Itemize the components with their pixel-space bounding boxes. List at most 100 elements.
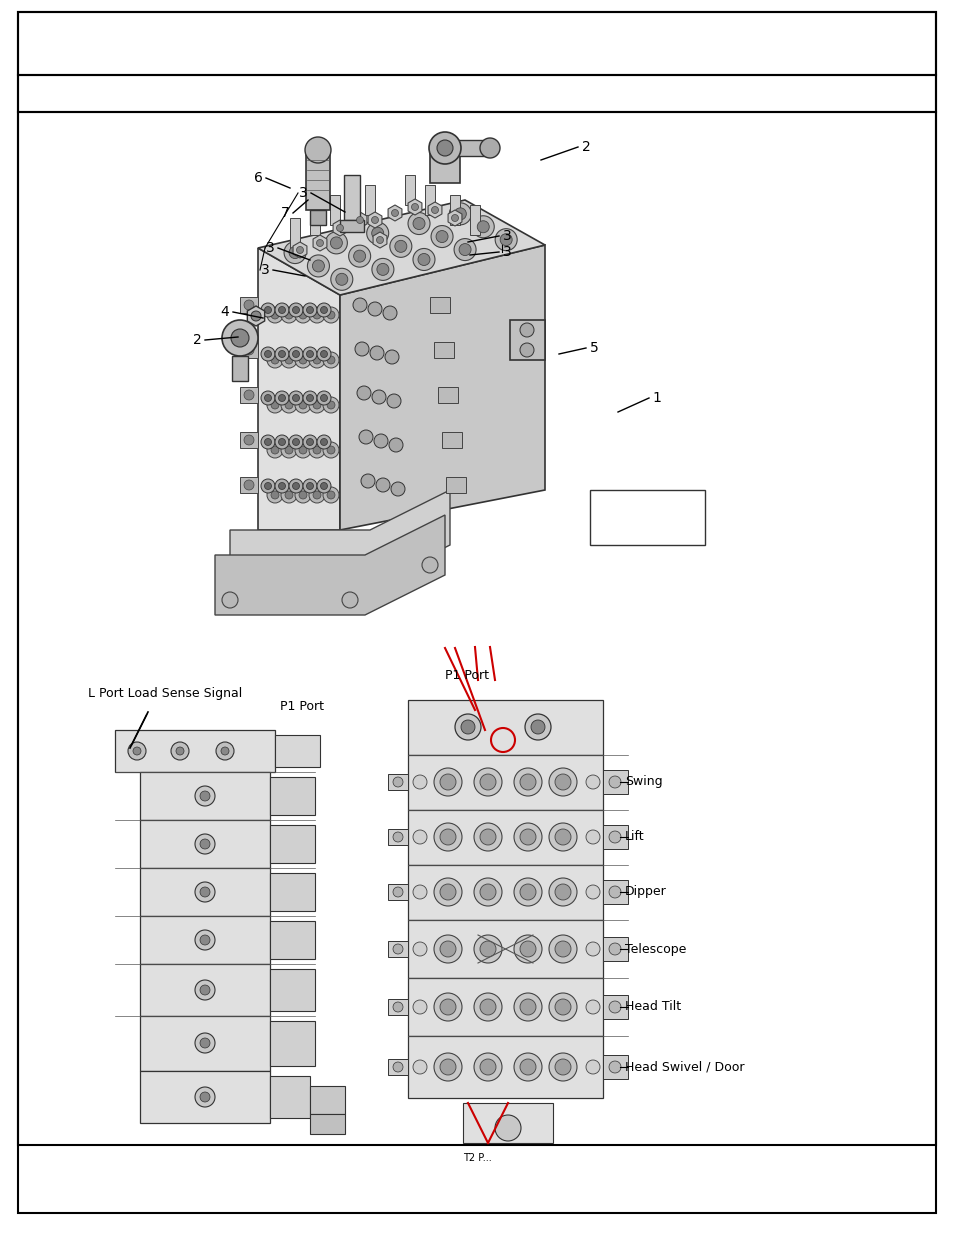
Circle shape: [175, 747, 184, 755]
Circle shape: [306, 394, 314, 401]
Bar: [602, 937, 627, 961]
Circle shape: [479, 941, 496, 957]
Circle shape: [284, 242, 306, 263]
Bar: [18, 112, 935, 1145]
Circle shape: [261, 479, 274, 493]
Circle shape: [274, 303, 289, 317]
Circle shape: [316, 435, 331, 450]
Bar: [240, 296, 257, 312]
Circle shape: [303, 479, 316, 493]
Circle shape: [479, 884, 496, 900]
Bar: [589, 490, 704, 545]
Circle shape: [355, 342, 369, 356]
Circle shape: [309, 396, 325, 412]
Circle shape: [278, 394, 285, 401]
Bar: [602, 1055, 627, 1079]
Circle shape: [132, 747, 141, 755]
Circle shape: [264, 438, 272, 446]
Bar: [388, 941, 408, 957]
Circle shape: [555, 774, 571, 790]
Circle shape: [439, 1058, 456, 1074]
Circle shape: [372, 390, 386, 404]
Circle shape: [261, 303, 274, 317]
Circle shape: [411, 204, 418, 210]
Circle shape: [474, 1053, 501, 1081]
Circle shape: [476, 221, 489, 232]
Text: 3: 3: [265, 241, 274, 254]
Circle shape: [555, 1058, 571, 1074]
Circle shape: [555, 884, 571, 900]
Circle shape: [200, 887, 210, 897]
Circle shape: [474, 823, 501, 851]
Circle shape: [429, 132, 460, 164]
Circle shape: [474, 993, 501, 1021]
Circle shape: [608, 776, 620, 788]
Circle shape: [360, 474, 375, 488]
Circle shape: [285, 492, 293, 499]
Bar: [240, 432, 257, 448]
Circle shape: [434, 878, 461, 906]
Bar: [365, 185, 375, 215]
Bar: [140, 772, 270, 820]
Circle shape: [261, 391, 274, 405]
Circle shape: [267, 352, 283, 368]
Circle shape: [519, 999, 536, 1015]
Circle shape: [316, 479, 331, 493]
Circle shape: [200, 1037, 210, 1049]
Circle shape: [555, 999, 571, 1015]
Circle shape: [200, 1092, 210, 1102]
Circle shape: [313, 446, 320, 454]
Bar: [446, 477, 465, 493]
Circle shape: [303, 391, 316, 405]
Circle shape: [316, 240, 323, 247]
Bar: [424, 185, 435, 215]
Circle shape: [368, 303, 381, 316]
Circle shape: [327, 446, 335, 454]
Circle shape: [323, 396, 338, 412]
Circle shape: [413, 942, 427, 956]
Circle shape: [306, 351, 314, 357]
Circle shape: [294, 352, 311, 368]
Text: 6: 6: [253, 170, 262, 185]
Circle shape: [271, 401, 278, 409]
Polygon shape: [230, 490, 450, 585]
Circle shape: [479, 1058, 496, 1074]
Polygon shape: [353, 212, 367, 228]
Circle shape: [194, 785, 214, 806]
Circle shape: [293, 306, 299, 314]
Bar: [18, 12, 935, 75]
Bar: [140, 1016, 270, 1071]
Bar: [441, 432, 461, 448]
Bar: [408, 978, 602, 1036]
Bar: [310, 210, 326, 225]
Circle shape: [325, 232, 347, 254]
Circle shape: [413, 885, 427, 899]
Bar: [344, 175, 359, 220]
Bar: [408, 1036, 602, 1098]
Circle shape: [278, 306, 285, 314]
Circle shape: [200, 986, 210, 995]
Circle shape: [382, 306, 396, 320]
Bar: [450, 195, 459, 225]
Circle shape: [519, 884, 536, 900]
Bar: [388, 829, 408, 845]
Circle shape: [431, 226, 453, 247]
Circle shape: [293, 394, 299, 401]
Circle shape: [434, 823, 461, 851]
Polygon shape: [257, 248, 339, 530]
Circle shape: [514, 1053, 541, 1081]
Circle shape: [320, 438, 327, 446]
Bar: [339, 220, 364, 232]
Polygon shape: [408, 199, 421, 215]
Circle shape: [434, 935, 461, 963]
Circle shape: [393, 1002, 402, 1011]
Circle shape: [323, 352, 338, 368]
Circle shape: [323, 442, 338, 458]
Circle shape: [309, 487, 325, 503]
Circle shape: [358, 430, 373, 445]
Circle shape: [293, 438, 299, 446]
Circle shape: [200, 839, 210, 848]
Circle shape: [221, 747, 229, 755]
Circle shape: [316, 391, 331, 405]
Circle shape: [451, 215, 458, 221]
